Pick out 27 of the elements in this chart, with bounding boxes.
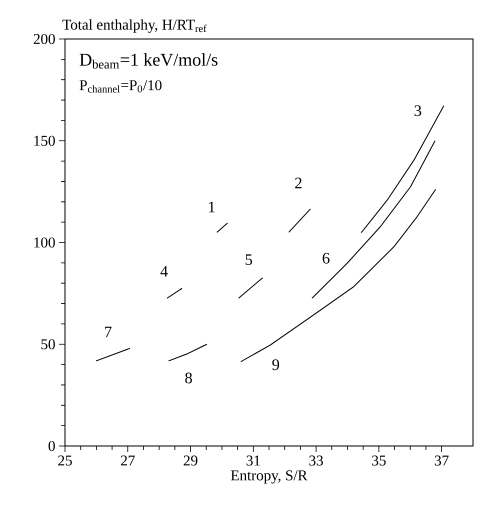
series-label: 9 [272,359,280,370]
x-tick-label: 27 [120,456,135,466]
series-label: 3 [414,105,422,116]
y-tick-label: 100 [34,237,55,248]
x-tick-label: 35 [372,456,386,466]
x-tick-label: 25 [58,456,72,466]
series-label: 5 [246,254,252,265]
x-tick-label: 31 [246,456,260,466]
annotation: D$_{beam}$=1 keV/mol/s [80,53,218,69]
x-tick-label: 33 [309,456,323,466]
y-tick-label: 200 [34,34,55,44]
series-label: 8 [185,372,192,384]
x-tick-label: 37 [434,456,449,466]
line-series [312,140,436,299]
series-label: 6 [322,252,330,264]
y-tick-label: 50 [41,339,55,350]
line-series [360,105,444,234]
annotation: P$_{channel}$=P$_{0}$/10 [80,80,162,93]
x-axis-title: Entropy, S/R [230,470,308,484]
series-label: 2 [295,178,302,188]
series-label: 4 [160,266,168,277]
series-label: 7 [105,326,112,338]
x-tick-label: 29 [184,456,198,466]
y-tick-label: 0 [48,440,55,452]
y-axis-title: Total enthalphy, H/RT$_{ref}$ [62,19,207,33]
y-tick-label: 150 [34,136,55,146]
series-label: 1 [208,202,215,212]
